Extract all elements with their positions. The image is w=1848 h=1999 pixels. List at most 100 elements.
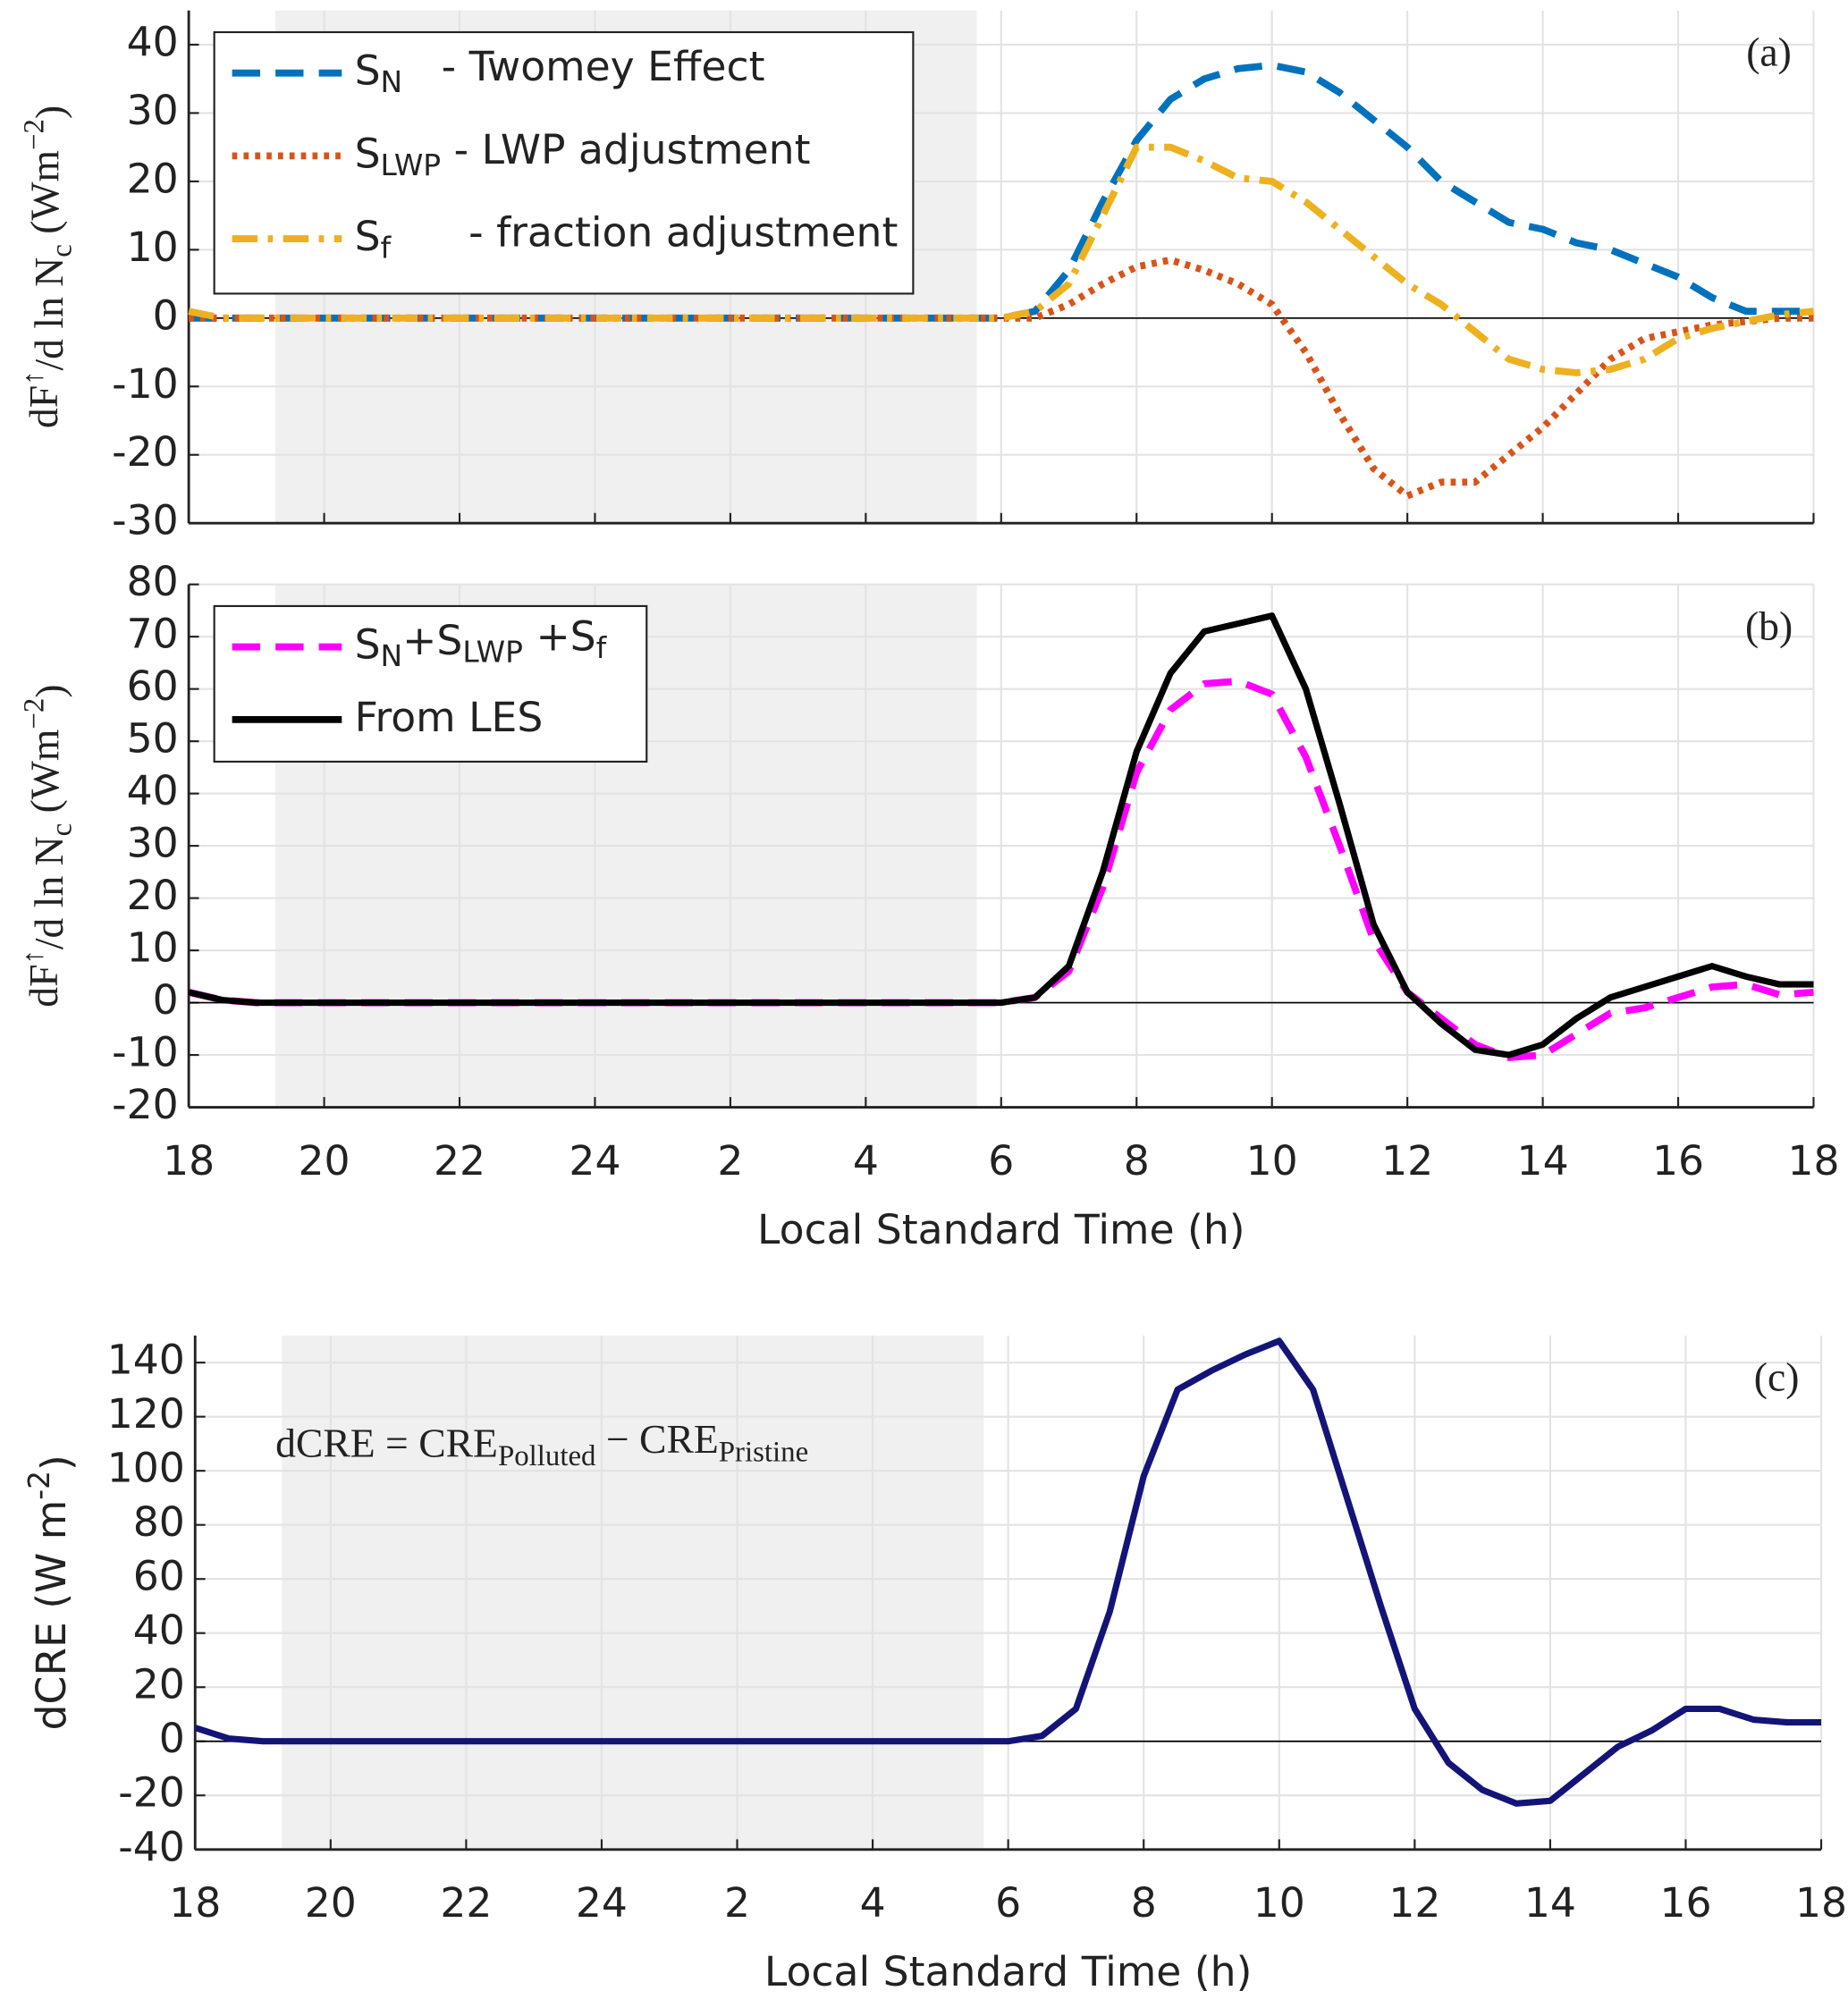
x-tick-label: 14 [1517,1137,1569,1185]
y-axis-label: dF↑/d ln Nc (Wm−2) [17,684,78,1007]
series-line [194,1337,1822,1807]
y-tick-label: 0 [153,291,179,339]
y-tick-label: 0 [153,976,179,1024]
text-part: ) [28,105,73,119]
y-tick-label: -20 [112,428,179,476]
x-tick-label: 22 [440,1879,492,1927]
text-part: dF [21,965,67,1008]
y-tick-label: 60 [127,662,179,710]
x-tick-label: 16 [1659,1879,1711,1927]
y-tick-label: 40 [127,18,179,65]
text-part: LWP [381,147,442,181]
text-part: - LWP adjustment [441,125,810,173]
y-tick-label: -20 [118,1769,185,1817]
text-part: S [355,46,381,94]
night-shade [282,1335,984,1850]
x-tick-label: 22 [434,1137,485,1185]
y-tick-label: 40 [133,1607,185,1654]
x-tick-label: 18 [1787,1137,1839,1185]
text-part: N [381,638,403,673]
x-tick-label: 4 [860,1879,886,1927]
x-tick-label: 6 [988,1137,1014,1185]
y-tick-label: -40 [118,1823,185,1870]
y-axis-label: dF↑/d ln Nc (Wm−2) [17,105,78,428]
y-tick-label: 30 [127,820,179,867]
annotation: dCRE = CREPolluted − CREPristine [275,1416,808,1472]
y-tick-label: 40 [127,767,179,814]
y-tick-label: 140 [107,1337,185,1384]
text-part: (Wm [22,150,68,244]
text-part: dCRE (W m [27,1500,74,1731]
text-part: N [381,64,403,99]
y-tick-label: -10 [112,1029,179,1076]
y-tick-label: 50 [127,715,179,763]
y-tick-label: 60 [133,1553,185,1600]
text-part: +S [402,617,462,664]
text-part: /d ln N [26,257,72,371]
y-tick-label: -20 [112,1081,179,1128]
legend-box [213,604,648,763]
x-tick-label: 8 [1124,1137,1150,1185]
y-tick-label: 100 [107,1445,185,1492]
x-tick-label: 10 [1253,1879,1305,1927]
y-tick-label: 10 [127,224,179,271]
x-tick-label: 14 [1524,1879,1576,1927]
text-part: - fraction adjustment [391,208,898,256]
text-part: From LES [355,693,544,740]
x-tick-label: 18 [169,1879,221,1927]
x-tick-label: 20 [299,1137,350,1185]
y-tick-label: 80 [133,1498,185,1546]
text-part: c [46,244,78,257]
text-part: LWP [462,634,523,669]
text-part: S [355,130,381,177]
text-part: dCRE = CRE [275,1421,498,1466]
x-tick-label: 20 [305,1879,357,1927]
text-part: (Wm [22,730,68,823]
text-part: Polluted [498,1439,596,1472]
x-tick-label: 4 [853,1137,879,1185]
series-line [188,143,1814,376]
x-tick-label: 2 [724,1879,750,1927]
x-tick-label: 8 [1131,1879,1157,1927]
y-tick-label: 120 [107,1390,185,1438]
x-tick-label: 6 [995,1879,1021,1927]
x-axis-label: Local Standard Time (h) [757,1206,1245,1253]
y-tick-label: 80 [127,558,179,605]
text-part: dF [21,385,67,428]
series-line [188,612,1814,1059]
x-tick-label: 24 [576,1879,628,1927]
x-tick-label: 2 [717,1137,743,1185]
text-part: -2 [21,1471,56,1500]
x-tick-label: 12 [1381,1137,1433,1185]
text-part: - Twomey Effect [402,43,764,90]
legend-label: SN - Twomey Effect [355,43,765,99]
text-part: c [46,823,78,837]
text-part: f [596,630,608,665]
y-tick-label: -10 [112,360,179,408]
x-tick-label: 16 [1652,1137,1704,1185]
text-part: ) [28,684,73,697]
y-tick-label: 20 [127,155,179,202]
text-part: ) [32,1455,80,1471]
y-tick-label: 30 [127,87,179,134]
legend-label: From LES [355,693,544,740]
panel-label: (b) [1745,603,1793,648]
x-tick-label: 18 [1795,1879,1847,1927]
y-tick-label: 20 [127,872,179,919]
legend-label: Sf - fraction adjustment [355,208,899,265]
text-part: f [381,230,392,265]
legend-label: SN+SLWP +Sf [355,612,608,672]
text-part: S [355,620,381,668]
panel-label: (c) [1754,1354,1800,1400]
x-tick-label: 24 [569,1137,620,1185]
text-part: − CRE [595,1416,718,1462]
x-tick-label: 10 [1246,1137,1298,1185]
text-part: ↑ [17,370,49,384]
text-part: Pristine [719,1436,808,1468]
y-tick-label: 0 [159,1715,185,1762]
y-tick-label: 10 [127,924,179,972]
legend-label: SLWP - LWP adjustment [355,125,811,181]
x-tick-label: 12 [1388,1879,1440,1927]
y-tick-label: -30 [112,497,179,544]
